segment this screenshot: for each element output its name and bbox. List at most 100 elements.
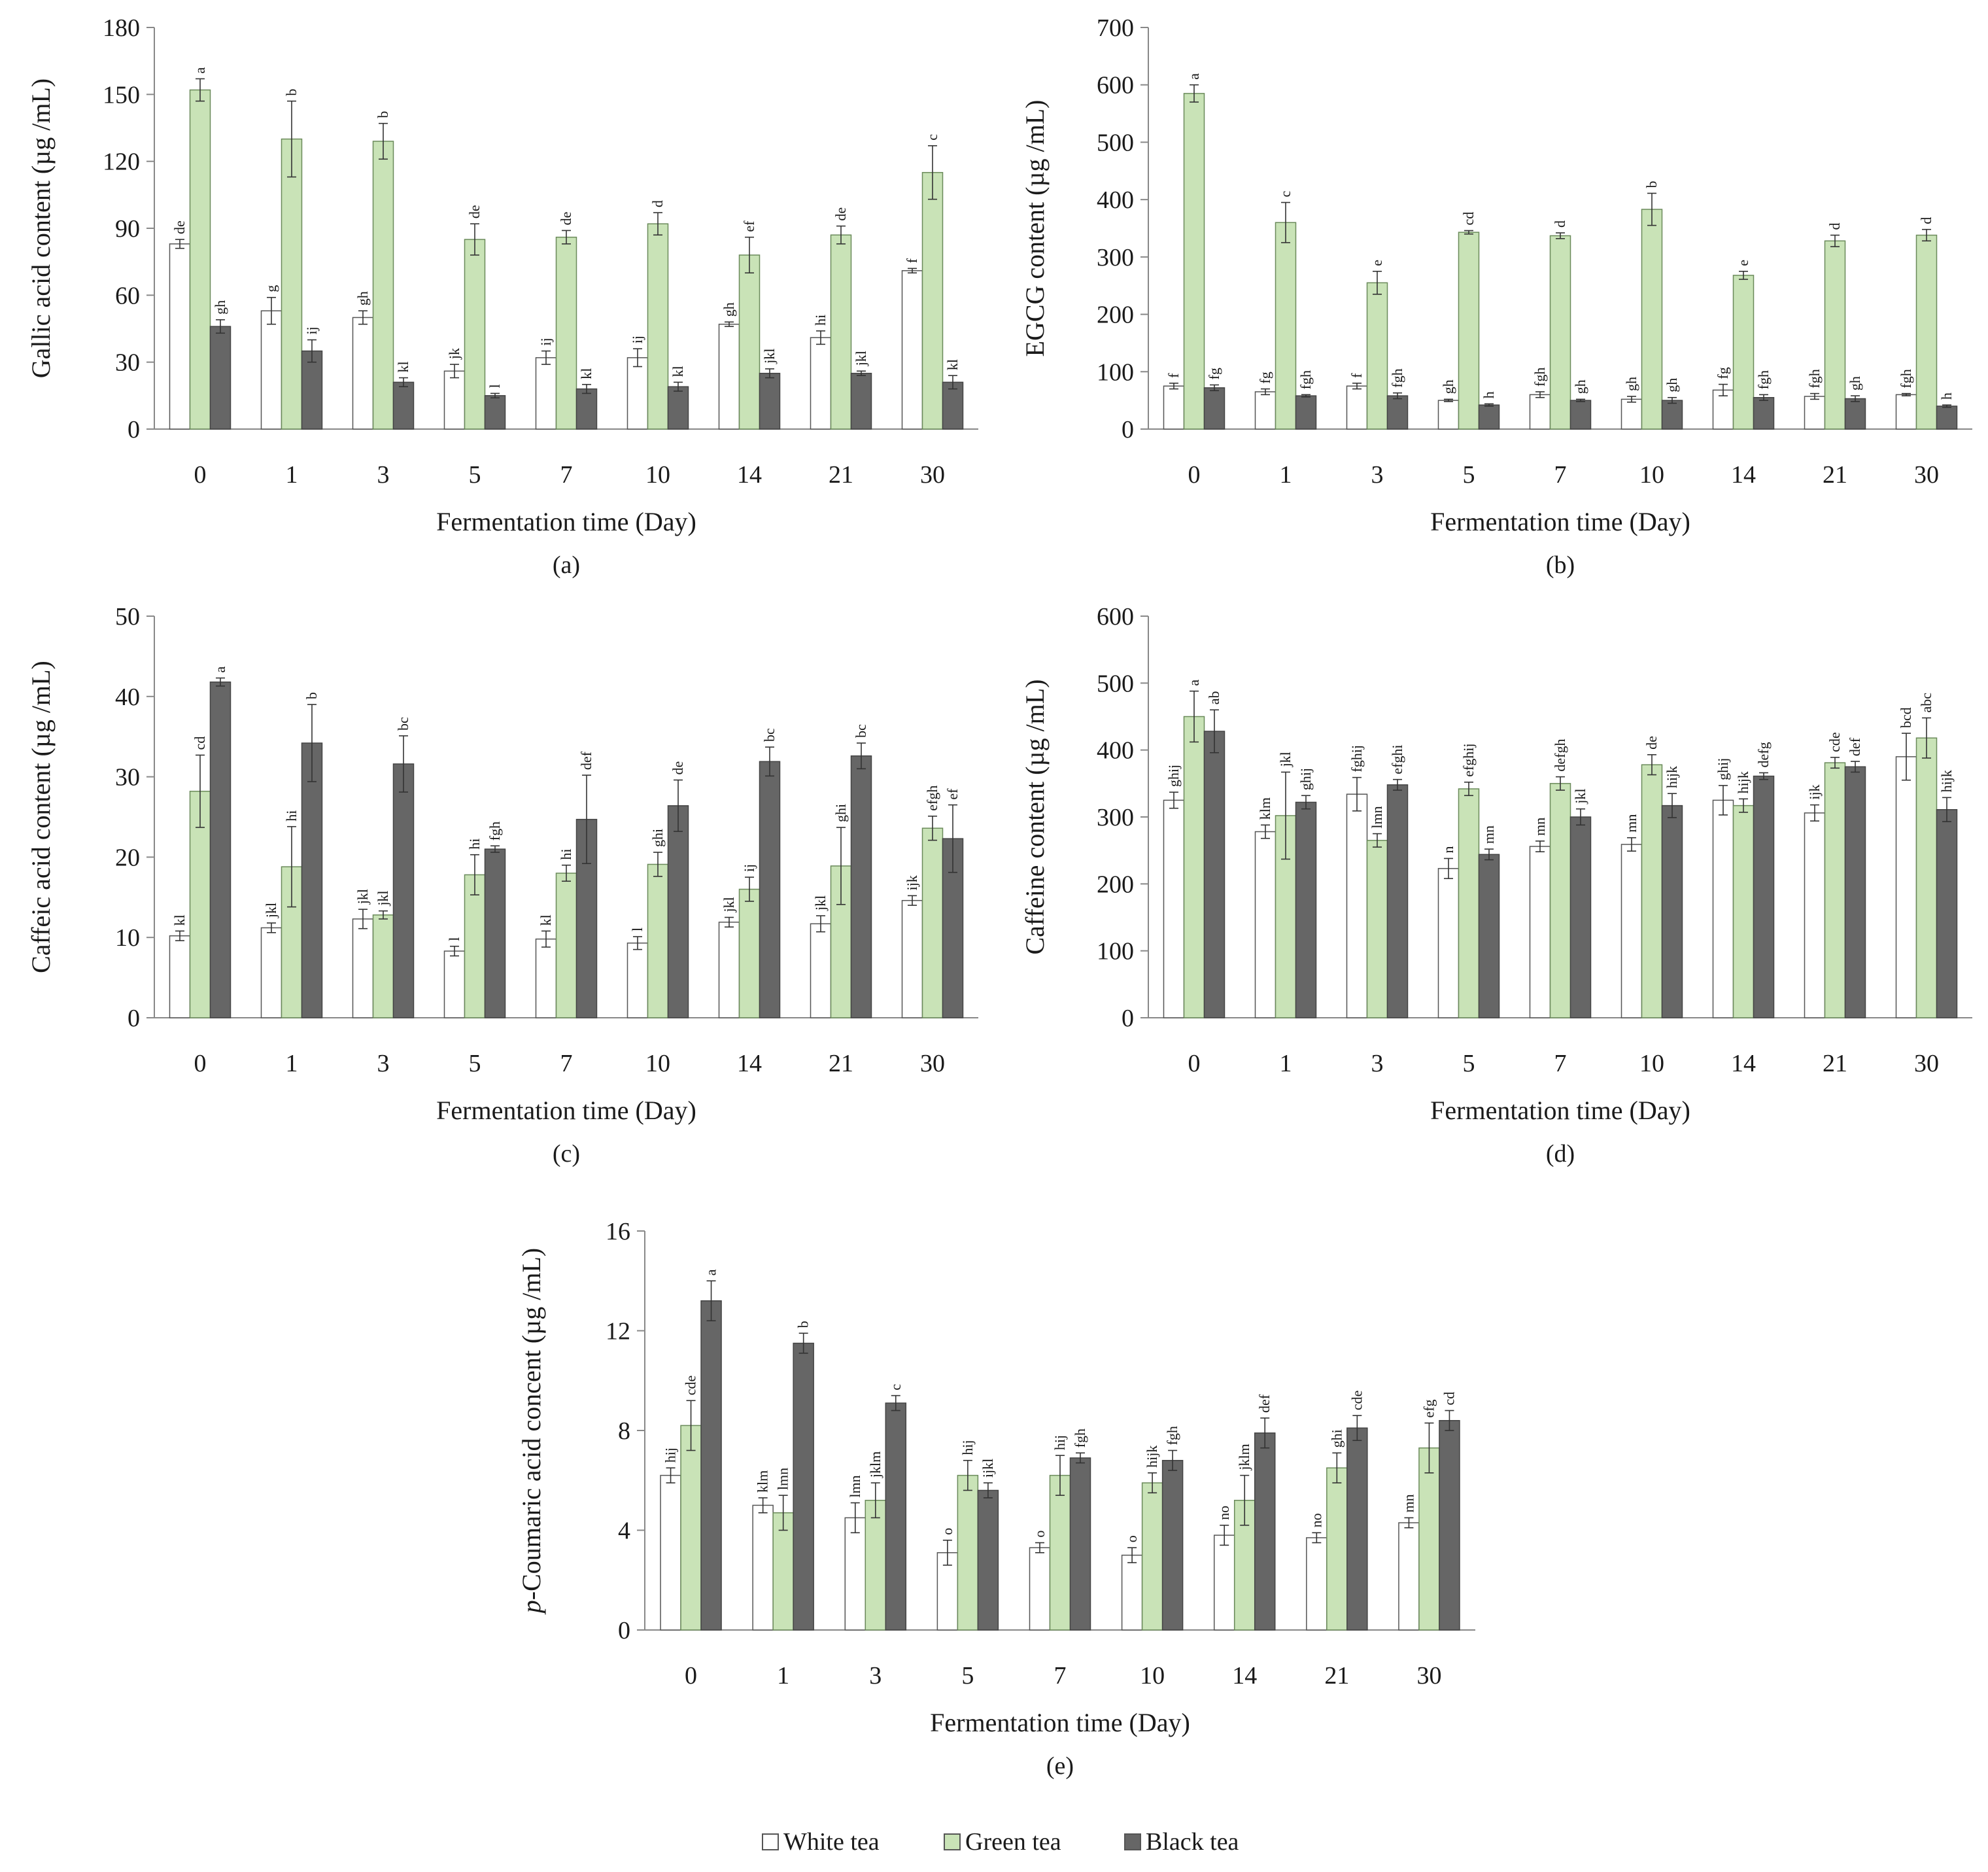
bar-black-tea	[484, 395, 506, 430]
significance-letter: gh	[1440, 379, 1456, 394]
y-tick-label: 120	[103, 148, 140, 176]
significance-letter: ef	[741, 220, 757, 232]
bar-black-tea	[1439, 1420, 1460, 1631]
significance-letter: kl	[578, 368, 594, 379]
bar-white-tea	[1346, 793, 1368, 1018]
significance-letter: d	[1918, 217, 1934, 224]
x-tick-label: 7	[1554, 1050, 1567, 1077]
significance-letter: jkl	[812, 895, 829, 911]
bar-black-tea	[1069, 1457, 1091, 1631]
bar-black-tea	[1936, 406, 1958, 430]
y-tick-label: 200	[1097, 871, 1134, 898]
significance-letter: ij	[538, 338, 554, 345]
bar-green-tea	[1458, 232, 1480, 430]
x-tick-label: 5	[469, 1050, 481, 1077]
significance-letter: gh	[721, 302, 737, 317]
significance-letter: bcd	[1898, 707, 1914, 728]
bar-white-tea	[535, 357, 557, 430]
legend-swatch-white-tea	[762, 1833, 779, 1850]
x-tick-label: 1	[286, 461, 298, 489]
bar-white-tea	[169, 935, 191, 1018]
bar-black-tea	[575, 388, 598, 430]
y-tick-label: 30	[115, 349, 140, 377]
bar-green-tea	[647, 863, 669, 1018]
bar-white-tea	[1254, 831, 1277, 1018]
legend-label-green-tea: Green tea	[965, 1828, 1061, 1856]
bar-green-tea	[372, 914, 394, 1018]
bar-white-tea	[443, 950, 466, 1018]
x-tick-label: 0	[1188, 461, 1201, 489]
y-tick-label: 40	[115, 684, 140, 711]
bar-green-tea	[647, 223, 669, 430]
significance-letter: cde	[1348, 1391, 1365, 1411]
x-tick-label: 3	[377, 1050, 390, 1077]
significance-letter: hijk	[1144, 1446, 1160, 1468]
significance-letter: no	[1308, 1513, 1324, 1527]
bar-green-tea	[1183, 716, 1205, 1018]
significance-letter: o	[1123, 1535, 1140, 1542]
legend-label-white-tea: White tea	[783, 1828, 880, 1856]
x-tick-label: 10	[1140, 1662, 1165, 1690]
significance-letter: hij	[1052, 1435, 1068, 1450]
y-tick-label: 0	[618, 1617, 630, 1644]
x-tick-label: 10	[645, 461, 670, 489]
significance-letter: cd	[192, 737, 208, 750]
y-tick-label: 400	[1097, 737, 1134, 765]
y-tick-label: 600	[1097, 72, 1134, 99]
significance-letter: b	[795, 1321, 812, 1328]
significance-letter: hijk	[1664, 766, 1680, 788]
bar-white-tea	[443, 370, 466, 430]
x-tick-label: 14	[1731, 461, 1756, 489]
x-tick-label: 7	[1054, 1662, 1067, 1690]
significance-letter: hi	[466, 839, 483, 850]
bar-black-tea	[1569, 400, 1592, 430]
bar-green-tea	[555, 236, 577, 430]
bar-white-tea	[1529, 846, 1551, 1018]
significance-letter: kl	[171, 914, 188, 926]
y-tick-label: 0	[128, 1005, 140, 1032]
x-tick-label: 0	[685, 1662, 697, 1690]
bar-white-tea	[810, 337, 832, 430]
y-tick-label: 700	[1097, 14, 1134, 42]
bar-black-tea	[759, 372, 781, 430]
significance-letter: de	[558, 212, 574, 226]
bar-white-tea	[626, 943, 649, 1018]
x-tick-label: 30	[1416, 1662, 1441, 1690]
significance-letter: hi	[558, 849, 574, 860]
significance-letter: fg	[1206, 368, 1222, 379]
significance-letter: ij	[629, 336, 645, 343]
significance-letter: jklm	[1236, 1444, 1252, 1470]
significance-letter: cd	[1460, 212, 1477, 226]
significance-letter: ghi	[649, 829, 666, 847]
bar-white-tea	[352, 317, 374, 430]
bar-white-tea	[1620, 398, 1643, 430]
bar-white-tea	[752, 1504, 774, 1631]
significance-letter: g	[263, 285, 279, 292]
y-tick-label: 16	[606, 1218, 630, 1245]
bar-white-tea	[535, 938, 557, 1018]
bar-white-tea	[718, 323, 740, 430]
significance-letter: bc	[761, 728, 778, 742]
significance-letter: ghi	[1328, 1429, 1345, 1447]
significance-letter: ghij	[1165, 765, 1182, 787]
x-tick-label: 21	[829, 1050, 853, 1077]
panel-label: (b)	[1546, 551, 1575, 579]
x-tick-label: 14	[1731, 1050, 1756, 1077]
bar-black-tea	[1346, 1427, 1368, 1631]
bar-green-tea	[372, 141, 394, 430]
y-tick-label: 0	[1122, 416, 1134, 443]
x-tick-label: 14	[737, 1050, 762, 1077]
significance-letter: kl	[670, 366, 686, 377]
significance-letter: gh	[1664, 378, 1680, 392]
y-tick-label: 0	[128, 416, 140, 443]
bar-black-tea	[850, 372, 872, 430]
bar-green-tea	[1458, 788, 1480, 1018]
bar-black-tea	[850, 755, 872, 1018]
bar-green-tea	[1641, 209, 1663, 430]
y-tick-label: 4	[618, 1517, 630, 1545]
bar-black-tea	[301, 742, 323, 1018]
bar-white-tea	[352, 918, 374, 1018]
significance-letter: ef	[944, 788, 961, 800]
y-tick-label: 50	[115, 603, 140, 631]
